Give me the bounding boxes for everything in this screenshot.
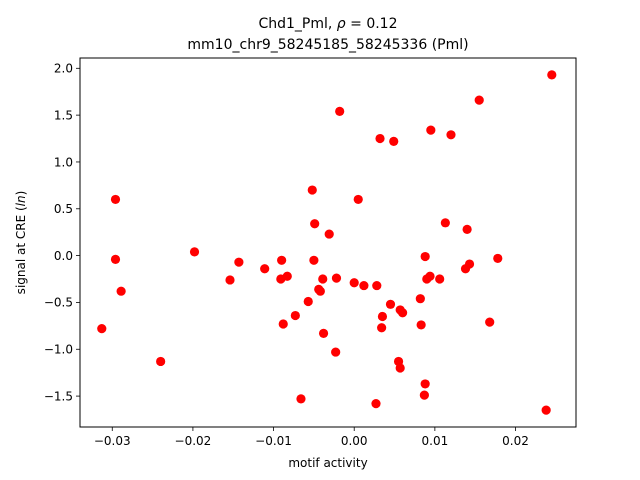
data-point xyxy=(541,405,551,415)
x-tick-label: 0.01 xyxy=(422,434,449,448)
data-point xyxy=(278,319,288,329)
data-point xyxy=(116,286,126,296)
data-point xyxy=(310,219,320,229)
data-point xyxy=(435,274,445,284)
data-point xyxy=(309,255,319,265)
data-point xyxy=(277,255,287,265)
data-point xyxy=(474,95,484,105)
data-point xyxy=(377,323,387,333)
data-point xyxy=(419,390,429,400)
x-tick-label: 0.00 xyxy=(341,434,368,448)
y-tick-label: 0.0 xyxy=(54,249,73,263)
x-axis: −0.03 −0.02 −0.01 0.00 0.01 0.02 xyxy=(94,427,529,448)
x-axis-label: motif activity xyxy=(288,456,367,470)
data-point xyxy=(276,274,286,284)
data-point xyxy=(97,324,107,334)
data-point xyxy=(318,328,329,338)
data-point xyxy=(389,136,399,146)
y-tick-label: 2.0 xyxy=(54,62,73,76)
data-point xyxy=(189,247,200,257)
data-point xyxy=(398,308,408,318)
data-point xyxy=(318,274,328,284)
data-point xyxy=(395,363,405,373)
data-point xyxy=(420,251,430,262)
y-axis-label: signal at CRE (ln) xyxy=(14,191,28,295)
y-tick-label: −0.5 xyxy=(44,296,73,310)
data-point xyxy=(415,294,425,304)
data-point xyxy=(372,280,382,291)
data-point xyxy=(426,125,436,135)
data-point xyxy=(331,347,341,357)
y-tick-label: −1.0 xyxy=(44,343,73,357)
chart-subtitle: mm10_chr9_58245185_58245336 (Pml) xyxy=(187,37,468,53)
y-tick-label: −1.5 xyxy=(44,389,73,403)
data-point xyxy=(234,257,244,267)
data-point xyxy=(371,398,381,409)
y-axis: −1.5 −1.0 −0.5 0.0 0.5 1.0 1.5 2.0 xyxy=(44,62,80,403)
y-tick-label: 0.5 xyxy=(54,202,73,216)
data-point xyxy=(303,296,313,307)
data-point xyxy=(110,254,121,264)
data-point xyxy=(422,274,432,284)
data-point xyxy=(416,320,426,330)
data-point xyxy=(290,310,300,321)
data-point xyxy=(353,194,363,205)
data-point xyxy=(349,278,359,288)
data-point xyxy=(324,229,334,239)
data-point xyxy=(420,379,430,389)
y-tick-label: 1.0 xyxy=(54,155,73,169)
data-point xyxy=(485,317,495,327)
data-point xyxy=(225,275,235,285)
x-tick-label: −0.03 xyxy=(94,434,131,448)
data-point xyxy=(440,218,450,228)
data-point xyxy=(156,356,166,367)
data-point xyxy=(260,264,270,274)
plot-frame xyxy=(79,57,577,428)
data-point xyxy=(307,185,317,195)
data-point xyxy=(331,273,342,283)
chart-title: Chd1_Pml, ρ = 0.12 xyxy=(258,16,397,32)
data-point xyxy=(315,286,325,296)
data-point xyxy=(460,264,471,274)
y-tick-label: 1.5 xyxy=(54,108,73,122)
data-point xyxy=(462,224,472,234)
data-point xyxy=(110,194,121,205)
x-tick-label: 0.02 xyxy=(502,434,529,448)
data-point xyxy=(446,130,456,140)
data-point xyxy=(359,280,369,291)
x-tick-label: −0.01 xyxy=(255,434,292,448)
data-point xyxy=(296,394,306,404)
data-point xyxy=(335,106,345,116)
points-layer xyxy=(97,70,557,415)
data-point xyxy=(385,299,396,309)
x-tick-label: −0.02 xyxy=(175,434,212,448)
data-point xyxy=(547,70,557,80)
data-point xyxy=(375,133,385,144)
data-point xyxy=(493,253,503,264)
data-point xyxy=(377,311,388,322)
